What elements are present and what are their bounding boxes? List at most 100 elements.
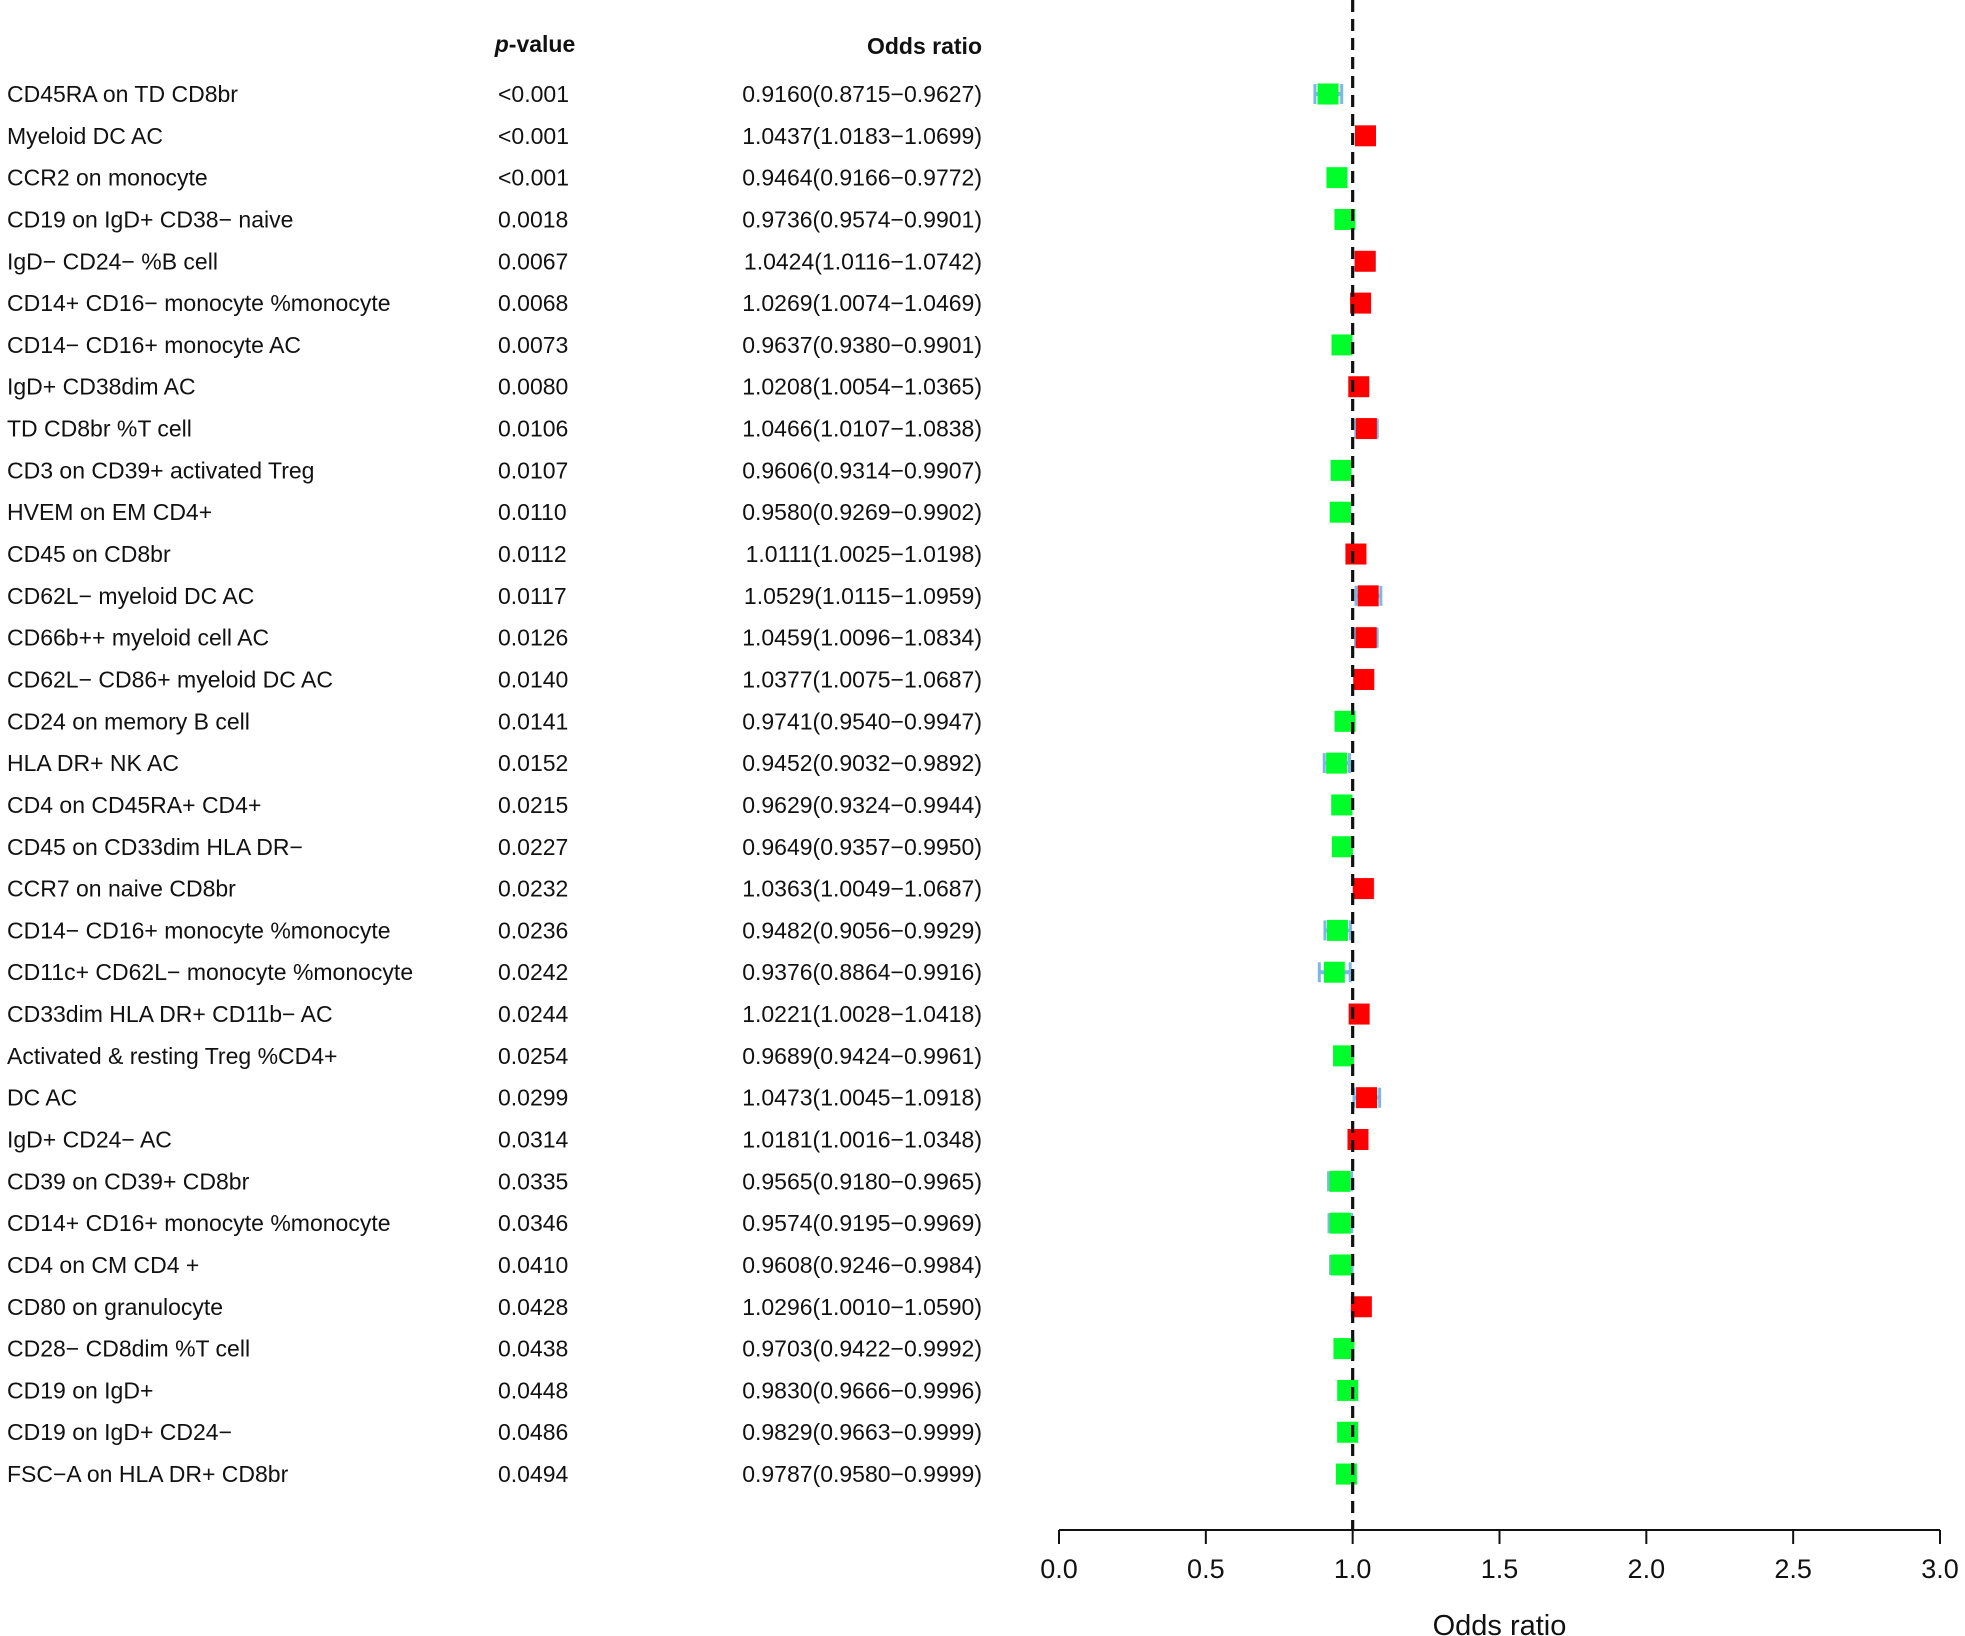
or-point-box	[1333, 1045, 1355, 1067]
row-pvalue: 0.0314	[498, 1127, 569, 1153]
forest-row: DC AC 0.0299 1.0473(1.0045−1.0918)	[7, 1085, 982, 1111]
x-tick-label: 1.0	[1334, 1554, 1372, 1584]
row-label: CD62L− CD86+ myeloid DC AC	[7, 666, 333, 692]
row-label: CD14− CD16+ monocyte %monocyte	[7, 917, 391, 943]
row-label: CCR7 on naive CD8br	[7, 876, 236, 902]
forest-row: CD3 on CD39+ activated Treg 0.0107 0.9606(…	[7, 457, 982, 483]
or-point-box	[1333, 1338, 1355, 1360]
row-label: HVEM on EM CD4+	[7, 499, 212, 525]
row-odds-ratio-text: 0.9464(0.9166−0.9772)	[742, 165, 982, 191]
row-pvalue: 0.0428	[498, 1294, 568, 1320]
row-pvalue: 0.0110	[498, 499, 567, 525]
row-label: IgD− CD24− %B cell	[7, 248, 218, 274]
forest-row: CD14− CD16+ monocyte AC 0.0073 0.9637(0.93…	[7, 332, 982, 358]
row-label: CD80 on granulocyte	[7, 1294, 223, 1320]
rows-layer: CD45RA on TD CD8br <0.001 0.9160(0.8715−0.…	[7, 81, 982, 1487]
row-odds-ratio-text: 1.0459(1.0096−1.0834)	[742, 625, 982, 651]
row-label: CD45 on CD33dim HLA DR−	[7, 834, 303, 860]
x-axis-title: Odds ratio	[1433, 1610, 1567, 1636]
or-point-box	[1357, 585, 1379, 607]
forest-row: Myeloid DC AC <0.001 1.0437(1.0183−1.0699)	[7, 123, 982, 149]
row-label: CD39 on CD39+ CD8br	[7, 1168, 250, 1194]
or-point-box	[1330, 459, 1352, 481]
forest-row: CD80 on granulocyte 0.0428 1.0296(1.0010−1…	[7, 1294, 982, 1320]
forest-row: CD33dim HLA DR+ CD11b− AC 0.0244 1.0221(1.…	[7, 1001, 982, 1027]
row-odds-ratio-text: 0.9649(0.9357−0.9950)	[742, 834, 982, 860]
row-pvalue: 0.0236	[498, 917, 568, 943]
or-point-box	[1352, 878, 1374, 900]
row-odds-ratio-text: 0.9741(0.9540−0.9947)	[742, 708, 982, 734]
row-odds-ratio-text: 0.9608(0.9246−0.9984)	[742, 1252, 982, 1278]
forest-row: CD14+ CD16+ monocyte %monocyte 0.0346 0.95…	[7, 1210, 982, 1236]
row-pvalue: 0.0232	[498, 876, 568, 902]
forest-row: Activated & resting Treg %CD4+ 0.0254 0.96…	[7, 1043, 982, 1069]
row-label: FSC−A on HLA DR+ CD8br	[7, 1461, 289, 1487]
forest-row: CD11c+ CD62L− monocyte %monocyte 0.0242 0.…	[7, 959, 982, 985]
row-odds-ratio-text: 1.0221(1.0028−1.0418)	[742, 1001, 982, 1027]
row-pvalue: <0.001	[498, 81, 569, 107]
row-pvalue: 0.0335	[498, 1168, 568, 1194]
row-odds-ratio-text: 0.9689(0.9424−0.9961)	[742, 1043, 982, 1069]
forest-row: HVEM on EM CD4+ 0.0110 0.9580(0.9269−0.990…	[7, 499, 982, 525]
row-pvalue: 0.0141	[498, 708, 568, 734]
row-label: CD4 on CM CD4 +	[7, 1252, 199, 1278]
row-pvalue: 0.0112	[498, 541, 567, 567]
row-odds-ratio-text: 1.0377(1.0075−1.0687)	[742, 666, 982, 692]
row-odds-ratio-text: 0.9606(0.9314−0.9907)	[742, 457, 982, 483]
row-label: Activated & resting Treg %CD4+	[7, 1043, 337, 1069]
row-odds-ratio-text: 0.9580(0.9269−0.9902)	[742, 499, 982, 525]
or-point-box	[1330, 1254, 1352, 1276]
or-point-box	[1331, 794, 1353, 816]
row-pvalue: 0.0080	[498, 374, 568, 400]
row-odds-ratio-text: 1.0111(1.0025−1.0198)	[746, 541, 982, 567]
or-point-box	[1356, 1087, 1378, 1109]
row-label: CD62L− myeloid DC AC	[7, 583, 254, 609]
or-point-box	[1334, 710, 1356, 732]
row-label: CD66b++ myeloid cell AC	[7, 625, 269, 651]
row-label: CD14+ CD16+ monocyte %monocyte	[7, 1210, 391, 1236]
forest-row: HLA DR+ NK AC 0.0152 0.9452(0.9032−0.9892)	[7, 750, 982, 776]
forest-row: CD24 on memory B cell 0.0141 0.9741(0.9540…	[7, 708, 982, 734]
row-odds-ratio-text: 1.0466(1.0107−1.0838)	[742, 416, 982, 442]
row-label: CD14− CD16+ monocyte AC	[7, 332, 301, 358]
row-label: IgD+ CD38dim AC	[7, 374, 196, 400]
forest-row: CD62L− myeloid DC AC 0.0117 1.0529(1.0115−…	[7, 583, 982, 609]
row-pvalue: 0.0067	[498, 248, 568, 274]
row-pvalue: <0.001	[498, 165, 569, 191]
row-odds-ratio-text: 1.0181(1.0016−1.0348)	[742, 1127, 982, 1153]
row-label: CD19 on IgD+	[7, 1377, 153, 1403]
odds-ratio-column-header: Odds ratio	[867, 33, 982, 59]
x-tick-label: 2.5	[1774, 1554, 1812, 1584]
row-label: HLA DR+ NK AC	[7, 750, 179, 776]
row-odds-ratio-text: 1.0269(1.0074−1.0469)	[742, 290, 982, 316]
or-point-box	[1355, 418, 1377, 440]
forest-row: CD45 on CD8br 0.0112 1.0111(1.0025−1.0198)	[7, 541, 982, 567]
row-pvalue: 0.0227	[498, 834, 568, 860]
marks-layer	[1313, 83, 1383, 1485]
x-axis: 0.0 0.5 1.0 1.5 2.0 2.5 3.0	[1040, 1529, 1959, 1584]
row-label: CCR2 on monocyte	[7, 165, 208, 191]
or-point-box	[1347, 1129, 1369, 1150]
or-point-box	[1354, 250, 1376, 272]
forest-row: CD39 on CD39+ CD8br 0.0335 0.9565(0.9180−0…	[7, 1168, 982, 1194]
or-point-box	[1326, 752, 1348, 774]
row-odds-ratio-text: 0.9565(0.9180−0.9965)	[742, 1168, 982, 1194]
or-point-box	[1337, 1379, 1359, 1401]
row-odds-ratio-text: 0.9160(0.8715−0.9627)	[742, 81, 982, 107]
row-pvalue: 0.0254	[498, 1043, 569, 1069]
row-odds-ratio-text: 1.0208(1.0054−1.0365)	[742, 374, 982, 400]
row-odds-ratio-text: 0.9736(0.9574−0.9901)	[742, 206, 982, 232]
forest-row: IgD+ CD24− AC 0.0314 1.0181(1.0016−1.0348)	[7, 1127, 982, 1153]
or-point-box	[1350, 292, 1372, 314]
row-pvalue: 0.0073	[498, 332, 568, 358]
forest-row: IgD+ CD38dim AC 0.0080 1.0208(1.0054−1.036…	[7, 374, 982, 400]
row-odds-ratio-text: 0.9574(0.9195−0.9969)	[742, 1210, 982, 1236]
or-point-box	[1350, 1296, 1372, 1318]
row-odds-ratio-text: 0.9637(0.9380−0.9901)	[742, 332, 982, 358]
forest-row: CD4 on CM CD4 + 0.0410 0.9608(0.9246−0.998…	[7, 1252, 982, 1278]
forest-row: CCR2 on monocyte <0.001 0.9464(0.9166−0.97…	[7, 165, 982, 191]
row-label: CD24 on memory B cell	[7, 708, 250, 734]
or-point-box	[1329, 1170, 1351, 1192]
row-label: Myeloid DC AC	[7, 123, 163, 149]
row-label: CD3 on CD39+ activated Treg	[7, 457, 314, 483]
